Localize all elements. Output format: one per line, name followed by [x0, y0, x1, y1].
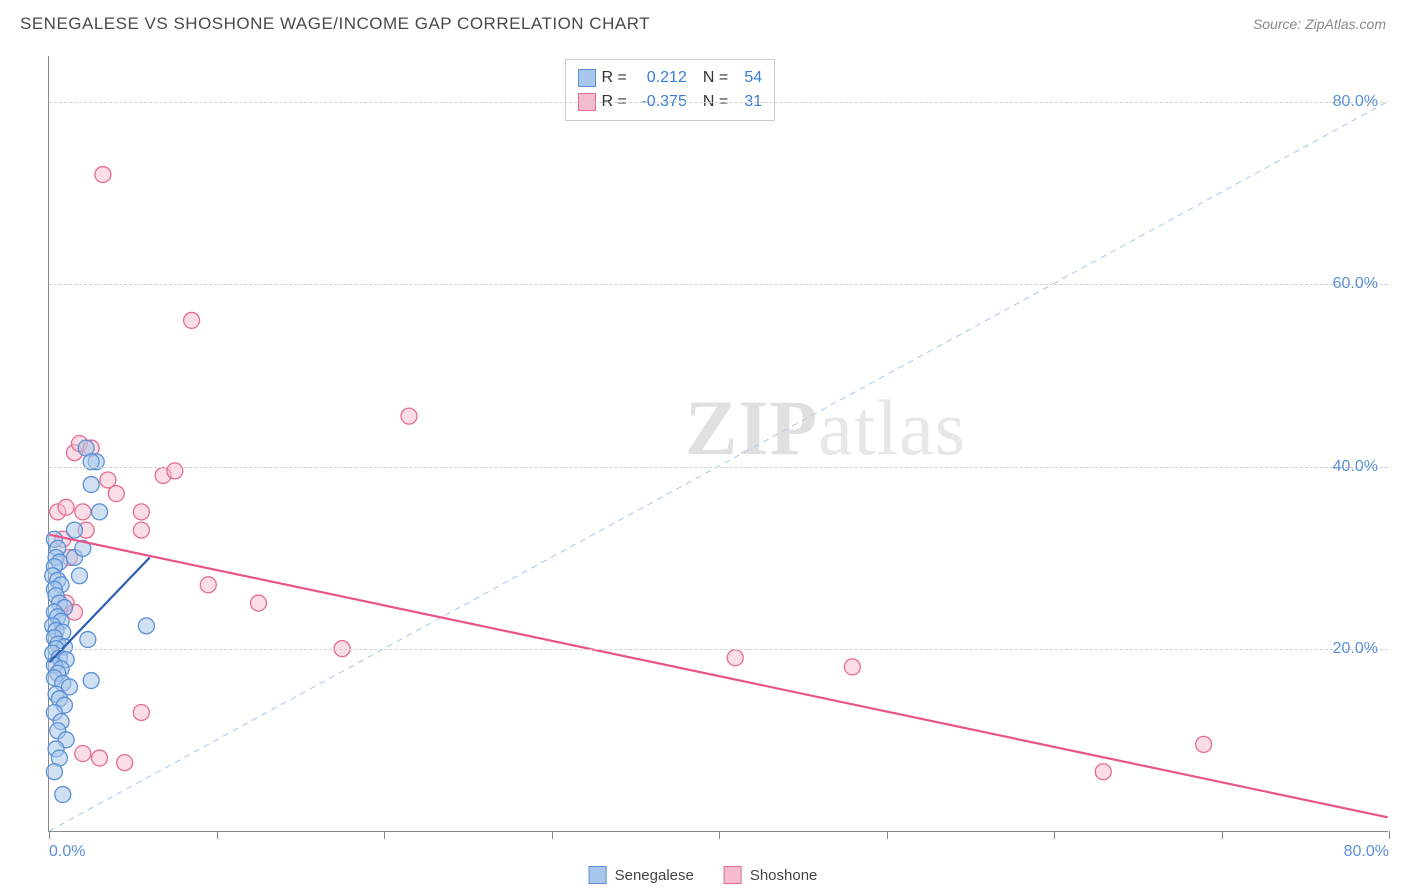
chart-svg	[49, 56, 1388, 831]
point-senegalese[interactable]	[46, 764, 62, 780]
point-senegalese[interactable]	[66, 522, 82, 538]
point-shoshone[interactable]	[75, 504, 91, 520]
stats-legend-box: R = 0.212 N = 54 R = -0.375 N = 31	[565, 59, 776, 121]
gridline-h	[49, 284, 1388, 285]
point-shoshone[interactable]	[75, 746, 91, 762]
point-shoshone[interactable]	[133, 522, 149, 538]
ytick-label: 40.0%	[1333, 458, 1378, 476]
point-shoshone[interactable]	[117, 755, 133, 771]
ytick-label: 80.0%	[1333, 93, 1378, 111]
xtick	[719, 831, 720, 839]
swatch-shoshone	[724, 866, 742, 884]
point-shoshone[interactable]	[1095, 764, 1111, 780]
point-shoshone[interactable]	[727, 650, 743, 666]
legend-label-senegalese: Senegalese	[615, 867, 694, 884]
xtick	[217, 831, 218, 839]
gridline-h	[49, 102, 1388, 103]
ytick-label: 60.0%	[1333, 275, 1378, 293]
point-shoshone[interactable]	[1196, 736, 1212, 752]
point-senegalese[interactable]	[92, 504, 108, 520]
swatch-senegalese	[589, 866, 607, 884]
trendline-shoshone	[49, 535, 1387, 818]
xtick	[1054, 831, 1055, 839]
point-shoshone[interactable]	[250, 595, 266, 611]
point-shoshone[interactable]	[200, 577, 216, 593]
point-shoshone[interactable]	[92, 750, 108, 766]
ytick-label: 20.0%	[1333, 640, 1378, 658]
plot-area: ZIPatlas R = 0.212 N = 54 R = -0.375 N =…	[48, 56, 1388, 832]
xtick-label: 80.0%	[1344, 843, 1389, 861]
gridline-h	[49, 649, 1388, 650]
point-senegalese[interactable]	[138, 618, 154, 634]
stats-n-label: N =	[703, 66, 728, 90]
legend-item-senegalese[interactable]: Senegalese	[589, 866, 694, 884]
xtick-label: 0.0%	[49, 843, 85, 861]
point-senegalese[interactable]	[80, 632, 96, 648]
stats-n-value-senegalese: 54	[734, 66, 762, 90]
point-senegalese[interactable]	[83, 673, 99, 689]
stats-r-value-senegalese: 0.212	[633, 66, 687, 90]
xtick	[887, 831, 888, 839]
point-shoshone[interactable]	[401, 408, 417, 424]
point-senegalese[interactable]	[83, 477, 99, 493]
point-shoshone[interactable]	[95, 167, 111, 183]
xtick	[384, 831, 385, 839]
stats-row-senegalese: R = 0.212 N = 54	[578, 66, 763, 90]
chart-title: SENEGALESE VS SHOSHONE WAGE/INCOME GAP C…	[20, 14, 650, 34]
point-shoshone[interactable]	[167, 463, 183, 479]
xtick	[49, 831, 50, 839]
stats-r-label: R =	[602, 66, 627, 90]
xtick	[552, 831, 553, 839]
point-shoshone[interactable]	[184, 312, 200, 328]
xtick	[1222, 831, 1223, 839]
point-shoshone[interactable]	[133, 704, 149, 720]
gridline-h	[49, 467, 1388, 468]
legend-label-shoshone: Shoshone	[750, 867, 818, 884]
legend-bottom: Senegalese Shoshone	[589, 866, 818, 884]
point-senegalese[interactable]	[55, 787, 71, 803]
point-senegalese[interactable]	[71, 568, 87, 584]
legend-item-shoshone[interactable]: Shoshone	[724, 866, 818, 884]
point-shoshone[interactable]	[58, 499, 74, 515]
point-shoshone[interactable]	[844, 659, 860, 675]
xtick	[1389, 831, 1390, 839]
point-shoshone[interactable]	[133, 504, 149, 520]
swatch-senegalese	[578, 69, 596, 87]
chart-header: SENEGALESE VS SHOSHONE WAGE/INCOME GAP C…	[0, 0, 1406, 48]
source-label: Source: ZipAtlas.com	[1253, 16, 1386, 32]
point-shoshone[interactable]	[108, 486, 124, 502]
